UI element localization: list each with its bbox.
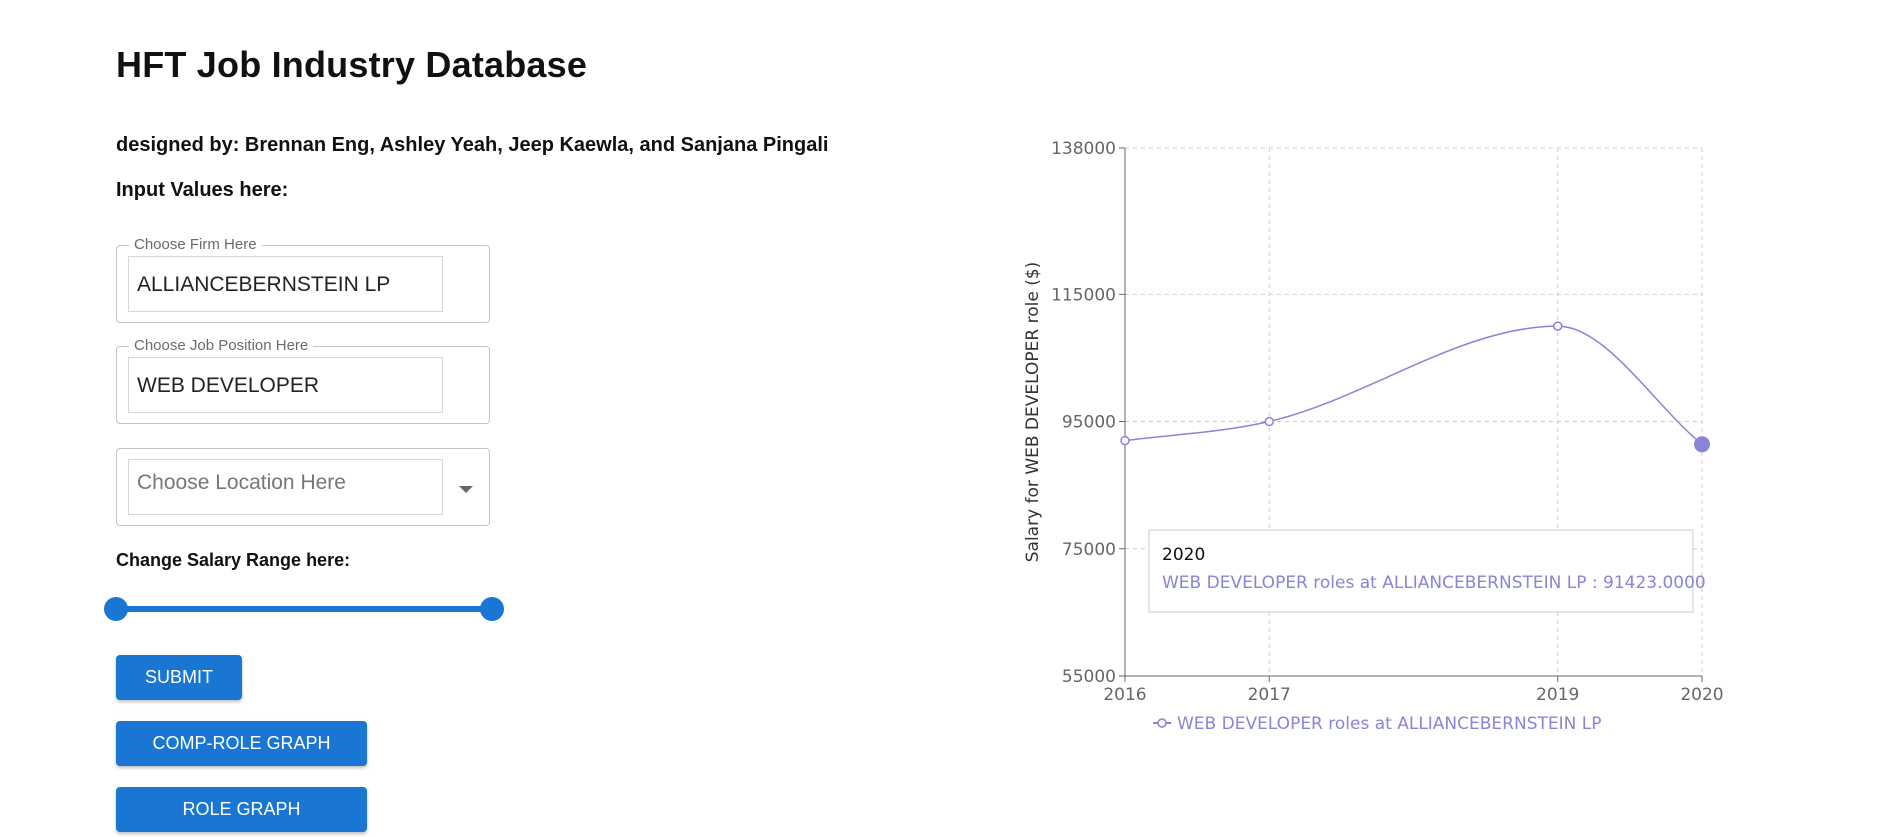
tooltip-value: WEB DEVELOPER roles at ALLIANCEBERNSTEIN…: [1162, 573, 1706, 593]
input-values-label: Input Values here:: [116, 179, 289, 201]
legend-label: WEB DEVELOPER roles at ALLIANCEBERNSTEIN…: [1177, 714, 1601, 734]
y-tick-label: 75000: [1062, 540, 1116, 560]
chart-series: [1120, 321, 1710, 453]
x-tick-label: 2016: [1103, 685, 1146, 705]
y-tick-label: 55000: [1062, 667, 1116, 687]
job-position-field-legend: Choose Job Position Here: [129, 337, 314, 354]
slider-thumb-min[interactable]: [104, 597, 128, 621]
y-tick-label: 138000: [1051, 139, 1116, 159]
chart-y-axis-label: Salary for WEB DEVELOPER role ($): [1023, 262, 1043, 563]
tooltip-label: 2020: [1162, 545, 1205, 565]
slider-thumb-max[interactable]: [480, 597, 504, 621]
slider-track[interactable]: [116, 606, 492, 612]
role-graph-button[interactable]: ROLE GRAPH: [116, 787, 367, 832]
y-tick-label: 115000: [1051, 285, 1116, 305]
chart-legend[interactable]: WEB DEVELOPER roles at ALLIANCEBERNSTEIN…: [1153, 714, 1601, 734]
firm-field: Choose Firm Here ALLIANCEBERNSTEIN LP: [116, 236, 490, 323]
series-point-active: [1694, 436, 1710, 453]
location-input[interactable]: Choose Location Here: [128, 459, 443, 515]
location-select[interactable]: Choose Location Here: [116, 448, 490, 526]
page-title: HFT Job Industry Database: [116, 44, 588, 85]
job-position-field: Choose Job Position Here WEB DEVELOPER: [116, 337, 490, 424]
firm-input[interactable]: ALLIANCEBERNSTEIN LP: [128, 256, 443, 312]
job-position-input[interactable]: WEB DEVELOPER: [128, 357, 443, 413]
designed-by-text: designed by: Brennan Eng, Ashley Yeah, J…: [116, 134, 829, 156]
x-tick-label: 2017: [1248, 685, 1291, 705]
legend-marker-icon: [1157, 718, 1167, 728]
series-line: [1124, 325, 1703, 445]
series-point: [1264, 416, 1274, 427]
series-point: [1553, 321, 1563, 331]
submit-button[interactable]: SUBMIT: [116, 655, 242, 700]
firm-field-legend: Choose Firm Here: [129, 236, 262, 253]
y-tick-label: 95000: [1062, 413, 1116, 433]
salary-range-slider[interactable]: [104, 596, 506, 621]
x-tick-label: 2019: [1536, 685, 1579, 705]
series-point: [1120, 435, 1130, 446]
salary-range-label: Change Salary Range here:: [116, 550, 351, 570]
comp-role-graph-button[interactable]: COMP-ROLE GRAPH: [116, 721, 367, 766]
tooltip-box: [1148, 529, 1694, 613]
chevron-down-icon[interactable]: [459, 486, 473, 493]
chart-tooltip: 2020 WEB DEVELOPER roles at ALLIANCEBERNS…: [1148, 529, 1706, 613]
x-tick-label: 2020: [1680, 685, 1723, 705]
